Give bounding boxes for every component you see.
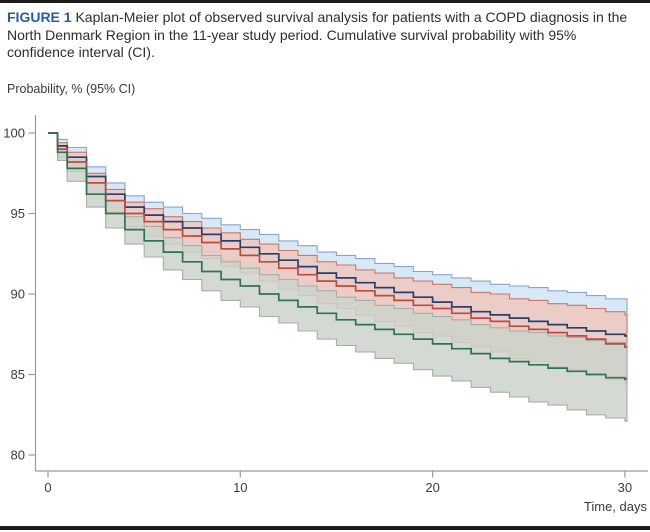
ci-band-green-curve: [48, 132, 628, 422]
axes: [34, 115, 648, 472]
bottom-rule: [0, 526, 650, 530]
y-tick-label: 100: [3, 126, 25, 141]
y-tick-label: 80: [11, 448, 25, 463]
top-rule: [0, 0, 650, 3]
km-line-navy-curve: [48, 132, 627, 337]
figure-caption-text: Kaplan-Meier plot of observed survival a…: [7, 9, 628, 61]
y-tick-label: 85: [11, 367, 25, 382]
x-axis-label: Time, days: [583, 499, 647, 514]
y-tick-label: 90: [11, 287, 25, 302]
y-axis-header: Probability, % (95% CI): [7, 82, 136, 96]
km-line-green-curve: [48, 132, 627, 381]
figure-caption: FIGURE 1 Kaplan-Meier plot of observed s…: [7, 9, 635, 62]
figure-label: FIGURE 1: [7, 9, 72, 25]
km-line-red-curve: [48, 132, 627, 348]
x-tick-label: 0: [44, 480, 51, 495]
x-tick-label: 10: [233, 480, 247, 495]
y-tick-label: 95: [11, 206, 25, 221]
x-tick-label: 30: [618, 480, 632, 495]
x-tick-label: 20: [425, 480, 439, 495]
